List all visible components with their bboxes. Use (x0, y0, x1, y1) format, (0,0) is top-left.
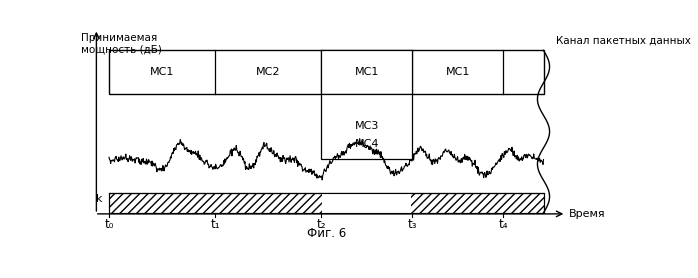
Text: MC1: MC1 (150, 67, 174, 77)
Bar (109, 193, 544, 213)
Text: t₄: t₄ (498, 218, 508, 231)
Text: k: k (96, 194, 103, 204)
Text: t₀: t₀ (104, 218, 114, 231)
Text: MC4: MC4 (355, 138, 379, 148)
Text: MC1: MC1 (445, 67, 470, 77)
Bar (109, 50, 544, 94)
Text: t₁: t₁ (210, 218, 220, 231)
Text: Время: Время (569, 209, 605, 219)
Text: t₂: t₂ (316, 218, 326, 231)
Text: MC1: MC1 (355, 67, 379, 77)
Text: MC2: MC2 (256, 67, 281, 77)
Text: t₃: t₃ (408, 218, 417, 231)
Text: Принимаемая
мощность (дБ): Принимаемая мощность (дБ) (81, 33, 162, 55)
Bar (322, 193, 411, 213)
Text: Канал пакетных данных: Канал пакетных данных (556, 36, 691, 46)
Bar (321, 50, 412, 94)
Text: MC3: MC3 (355, 121, 379, 131)
Bar (321, 94, 412, 159)
Text: Фиг. 6: Фиг. 6 (306, 227, 346, 240)
Bar (109, 193, 544, 213)
